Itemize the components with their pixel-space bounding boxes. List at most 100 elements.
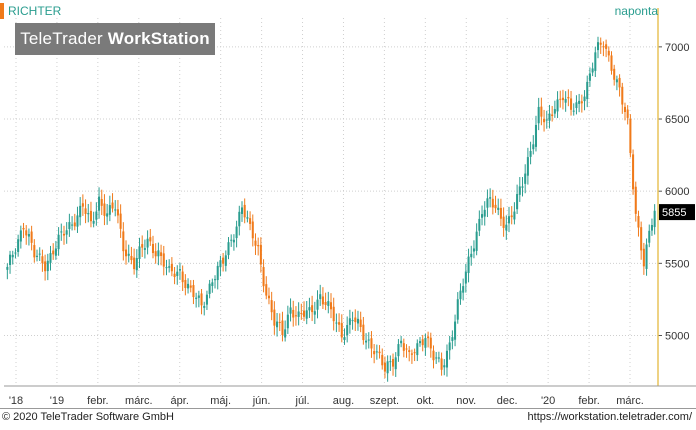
candle-body — [238, 211, 241, 227]
candle-body — [33, 245, 36, 258]
candle-body — [445, 350, 448, 368]
candle-body — [346, 325, 349, 336]
candle-body — [340, 323, 343, 338]
candle-body — [599, 42, 602, 45]
candle-body — [197, 295, 200, 298]
x-tick-label: márc. — [616, 395, 644, 407]
candle-body — [89, 210, 92, 222]
candle-body — [623, 106, 627, 112]
candle-body — [232, 239, 235, 243]
candle-body — [475, 231, 478, 251]
last-price-label: 5855 — [662, 207, 686, 219]
candle-body — [19, 230, 22, 242]
candle-body — [311, 305, 314, 313]
candle-body — [116, 209, 119, 216]
candle-body — [49, 253, 52, 263]
candle-body — [653, 210, 656, 228]
x-tick-label: dec. — [497, 395, 518, 407]
candle-body — [30, 231, 33, 243]
candle-body — [545, 119, 548, 121]
candle-body — [195, 297, 198, 299]
candle-body — [65, 230, 68, 235]
candle-body — [319, 294, 322, 300]
candle-body — [405, 348, 408, 350]
candle-body — [281, 320, 284, 335]
candle-body — [106, 213, 109, 217]
y-tick-label: 5000 — [665, 330, 689, 342]
candle-body — [35, 255, 39, 257]
candle-body — [235, 226, 238, 239]
candle-body — [321, 296, 324, 305]
candle-body — [267, 295, 270, 299]
candle-body — [621, 86, 624, 105]
candle-body — [335, 322, 338, 324]
candle-body — [478, 218, 481, 231]
watermark-product: WorkStation — [107, 29, 210, 48]
candle-body — [613, 68, 616, 80]
candle-body — [410, 353, 413, 355]
candle-body — [491, 198, 494, 208]
candle-body — [98, 196, 101, 211]
candle-body — [494, 204, 497, 209]
candle-body — [178, 269, 181, 271]
candle-body — [381, 354, 384, 366]
candle-body — [650, 225, 653, 231]
candle-body — [605, 44, 608, 49]
candle-body — [645, 244, 648, 269]
candle-body — [505, 224, 508, 231]
candle-body — [81, 203, 84, 207]
candle-body — [73, 222, 76, 227]
candle-body — [556, 99, 559, 112]
candle-body — [203, 305, 206, 308]
candle-body — [270, 300, 273, 313]
candle-body — [27, 234, 30, 237]
candle-body — [133, 257, 136, 270]
candle-body — [553, 109, 556, 114]
candle-body — [632, 154, 635, 190]
candle-body — [278, 321, 281, 323]
candle-body — [575, 102, 578, 109]
candle-body — [540, 106, 543, 117]
candle-body — [160, 252, 163, 256]
y-tick-label: 5500 — [665, 258, 689, 270]
x-tick-label: márc. — [125, 395, 153, 407]
candle-body — [572, 110, 575, 112]
candle-body — [526, 157, 529, 176]
x-tick-label: júl. — [295, 395, 310, 407]
candle-body — [92, 220, 95, 224]
candle-body — [594, 52, 597, 71]
candle-body — [548, 113, 551, 121]
candle-body — [389, 361, 392, 363]
candle-body — [273, 309, 276, 326]
candle-body — [14, 252, 17, 254]
candle-body — [100, 199, 103, 206]
candle-body — [486, 198, 489, 208]
candle-body — [141, 244, 144, 248]
candle-body — [386, 361, 389, 374]
candle-body — [149, 237, 152, 242]
candle-body — [591, 68, 594, 73]
candle-body — [583, 96, 586, 102]
candle-body — [510, 215, 513, 218]
candle-body — [44, 261, 47, 272]
candle-body — [154, 251, 157, 257]
candle-body — [87, 213, 90, 215]
candle-body — [200, 293, 203, 306]
candle-body — [240, 207, 244, 214]
candle-body — [60, 231, 63, 233]
x-tick-label: jún. — [252, 395, 271, 407]
candle-body — [413, 352, 416, 354]
candle-body — [408, 350, 411, 353]
candle-body — [497, 207, 500, 210]
candle-body — [489, 197, 492, 199]
source-url: https://workstation.teletrader.com/ — [527, 411, 692, 423]
candle-body — [561, 97, 564, 101]
y-tick-label: 6500 — [665, 114, 689, 126]
candle-body — [448, 342, 451, 351]
candle-body — [176, 271, 179, 276]
candle-body — [168, 266, 171, 268]
candle-body — [62, 233, 66, 236]
candle-body — [392, 359, 395, 367]
candle-body — [114, 209, 117, 211]
candle-body — [459, 290, 462, 300]
